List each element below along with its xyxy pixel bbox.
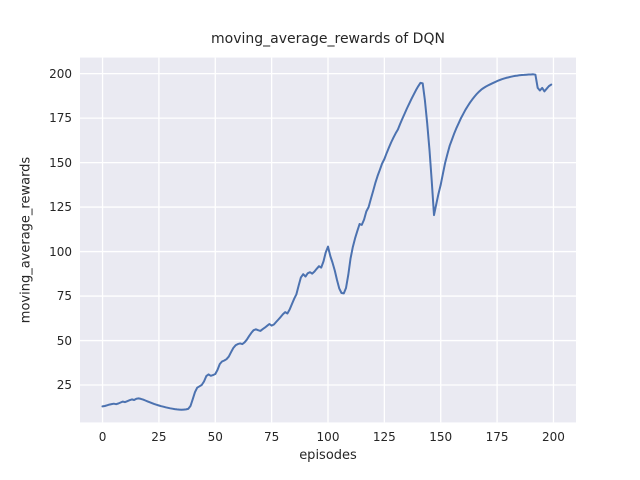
y-tick-label: 125 — [49, 200, 72, 215]
x-tick-label: 150 — [429, 430, 453, 444]
dqn-line-series — [101, 73, 553, 411]
y-tick-label: 100 — [49, 244, 72, 259]
x-tick-label: 175 — [485, 430, 509, 444]
x-tick-label: 0 — [98, 430, 107, 444]
x-tick-label: 50 — [207, 430, 223, 444]
y-tick-label: 150 — [49, 155, 72, 170]
x-tick-label: 125 — [372, 430, 396, 444]
x-tick-label: 100 — [316, 430, 340, 444]
y-tick-label: 200 — [49, 66, 72, 81]
x-axis-label: episodes — [299, 448, 357, 463]
x-tick-label: 200 — [542, 430, 565, 444]
gridlines — [80, 57, 576, 423]
y-tick-label: 50 — [56, 333, 72, 348]
chart-title: moving_average_rewards of DQN — [211, 31, 445, 47]
x-tick-label: 75 — [263, 430, 280, 444]
y-tick-label: 175 — [49, 111, 72, 126]
y-axis-label-text: moving_average_rewards — [18, 156, 34, 324]
y-tick-label: 75 — [56, 289, 72, 304]
y-tick-label: 25 — [56, 378, 72, 393]
x-tick-label: 25 — [151, 430, 167, 444]
